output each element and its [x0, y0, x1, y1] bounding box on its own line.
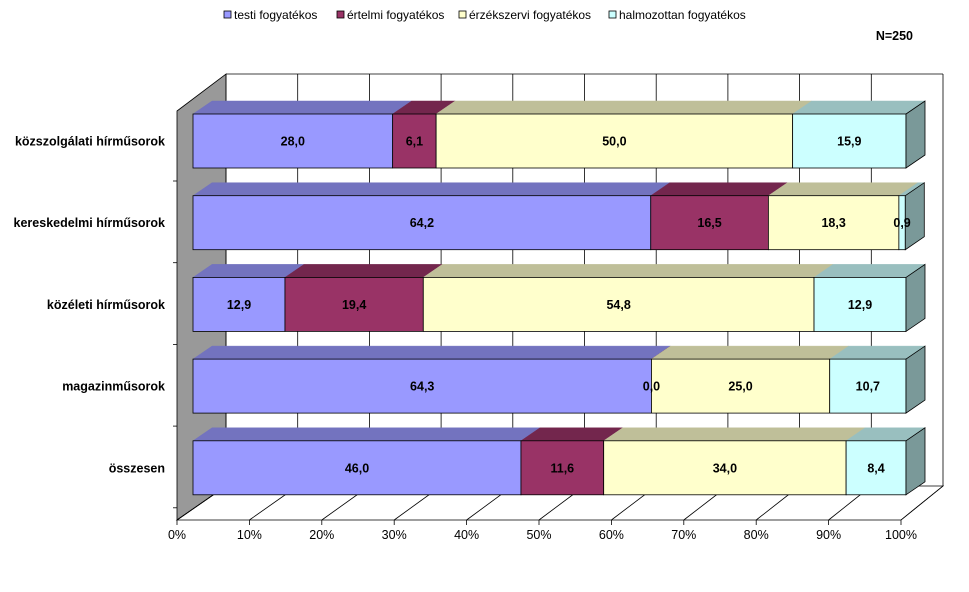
bar-side [905, 100, 926, 169]
x-tick-label: 90% [816, 528, 841, 542]
bar-segment [284, 276, 424, 332]
data-label: 0,9 [893, 216, 910, 230]
data-label: 18,3 [821, 216, 845, 230]
gridline-floor [900, 485, 944, 521]
bar-segment [603, 440, 847, 496]
x-tick-label: 70% [671, 528, 696, 542]
data-label: 50,0 [602, 135, 626, 149]
category-label: összesen [109, 461, 165, 475]
bar-segment [767, 195, 900, 251]
x-tick-label: 30% [382, 528, 407, 542]
bar-side [905, 345, 926, 414]
legend-label: testi fogyatékos [234, 8, 317, 22]
legend-swatch [608, 10, 617, 19]
bar-segment [192, 276, 286, 332]
data-label: 54,8 [606, 298, 630, 312]
legend-label: halmozottan fogyatékos [619, 8, 746, 22]
bar-segment [192, 113, 394, 169]
data-label: 28,0 [281, 135, 305, 149]
data-label: 25,0 [728, 380, 752, 394]
category-labels: közszolgálati hírműsorok kereskedelmi hír… [14, 135, 177, 509]
bar-segment [650, 195, 769, 251]
data-label: 12,9 [227, 298, 251, 312]
data-label: 12,9 [848, 298, 872, 312]
x-tick-label: 10% [237, 528, 262, 542]
bar-top [192, 100, 413, 115]
sample-size-note: N=250 [876, 29, 913, 43]
x-tick-label: 0% [168, 528, 186, 542]
bar-top [192, 264, 305, 278]
legend-swatch [336, 10, 345, 19]
data-label: 8,4 [867, 461, 884, 475]
x-tick-label: 40% [454, 528, 479, 542]
x-tick-label: 100% [885, 528, 917, 542]
legend-label: értelmi fogyatékos [347, 8, 444, 22]
bar-top [649, 182, 789, 196]
data-label: 34,0 [713, 461, 737, 475]
bar-segment [651, 358, 831, 414]
x-axis-ticks: 0% 10% 20% 30% 40% 50% 60% 70% 80% 90% 100% [168, 520, 917, 542]
category-label: közszolgálati hírműsorok [15, 135, 165, 149]
bar-top [192, 427, 541, 442]
value-labels: 28,0 6,1 50,0 15,9 64,2 16,5 18,3 0,9 12,9 19,4 54… [227, 135, 911, 476]
bar-top [192, 182, 671, 196]
data-label: 10,7 [856, 380, 880, 394]
bar-side [905, 427, 926, 496]
bar-segment [392, 113, 437, 169]
bar-segment [422, 276, 815, 332]
category-label: kereskedelmi hírműsorok [14, 216, 166, 230]
x-tick-label: 20% [309, 528, 334, 542]
x-tick-label: 50% [526, 528, 551, 542]
legend: testi fogyatékos értelmi fogyatékos érzéks… [223, 8, 746, 22]
data-label: 16,5 [697, 216, 721, 230]
data-label: 19,4 [342, 298, 366, 312]
bar-top [422, 264, 834, 278]
data-label: 15,9 [837, 135, 861, 149]
bar-top [192, 345, 672, 360]
bar-segment [192, 440, 522, 496]
category-label: közéleti hírműsorok [47, 298, 165, 312]
bar-side [904, 181, 925, 251]
data-label: 0,0 [643, 380, 660, 394]
data-label: 64,3 [410, 380, 434, 394]
legend-swatch [458, 10, 467, 19]
bar-side [905, 263, 926, 333]
bar-top [650, 345, 850, 360]
bar-top [602, 427, 866, 442]
data-label: 64,2 [410, 216, 434, 230]
x-tick-label: 60% [599, 528, 624, 542]
bar-segment [792, 113, 907, 169]
bar-top [284, 264, 444, 278]
bar-top [435, 100, 813, 115]
data-label: 6,1 [406, 135, 423, 149]
bar-top [791, 100, 926, 115]
category-label: magazinműsorok [62, 380, 165, 394]
x-tick-label: 80% [744, 528, 769, 542]
legend-swatch [223, 10, 232, 19]
data-label: 46,0 [345, 461, 369, 475]
bar-segment [829, 358, 907, 414]
bar-segment [192, 195, 652, 251]
data-label: 11,6 [551, 461, 575, 475]
bar-segment [520, 440, 605, 496]
bars [192, 100, 926, 496]
bar-top [767, 182, 919, 196]
bar-segment [813, 276, 907, 332]
bar-segment [435, 113, 794, 169]
legend-label: érzékszervi fogyatékos [469, 8, 591, 22]
